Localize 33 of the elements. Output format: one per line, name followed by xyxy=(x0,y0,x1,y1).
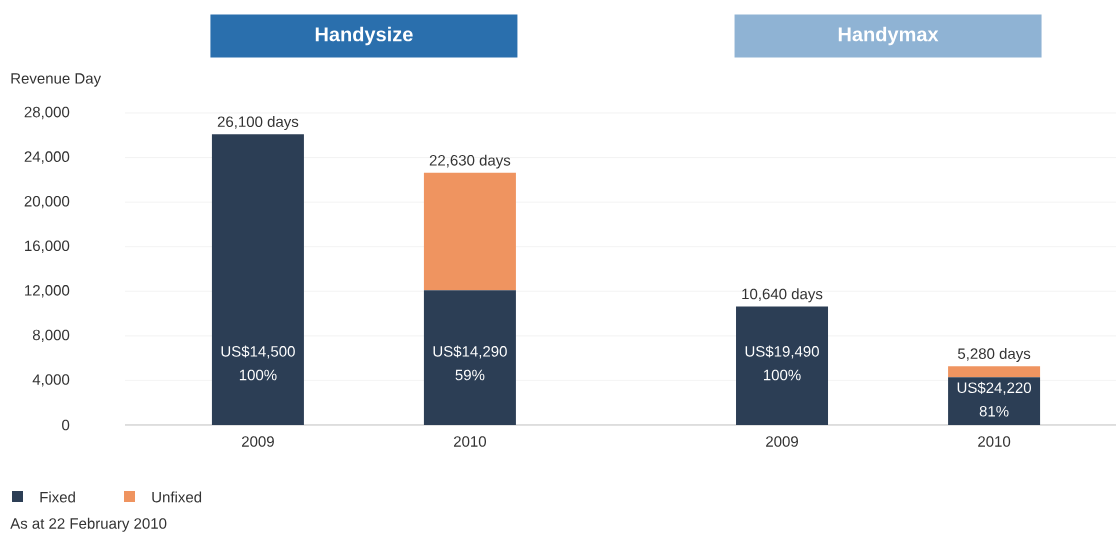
chart-title: Handymax xyxy=(838,26,939,46)
annotation: 100% xyxy=(763,369,801,381)
annotation: 81% xyxy=(979,405,1009,417)
annotation: US$24,220 xyxy=(957,381,1032,395)
x-tick-label: 2009 xyxy=(241,436,274,447)
y-tick-label: 0 xyxy=(62,419,70,431)
bar xyxy=(423,290,516,425)
annotation: US$14,500 xyxy=(221,345,295,359)
annotation: US$19,490 xyxy=(745,345,819,359)
bar xyxy=(423,172,516,291)
y-tick-label: 12,000 xyxy=(25,285,70,298)
y-axis-title: Revenue Day xyxy=(11,73,102,87)
chart-title: Handysize xyxy=(315,26,413,46)
x-tick-label: 2009 xyxy=(766,436,798,447)
legend-label: Unfixed xyxy=(152,491,202,503)
total-label: 26,100 days xyxy=(217,115,299,130)
total-label: 22,630 days xyxy=(429,154,511,169)
total-label: 5,280 days xyxy=(957,347,1031,362)
y-tick-label: 16,000 xyxy=(25,240,70,253)
y-tick-label: 28,000 xyxy=(24,106,70,120)
x-tick-label: 2010 xyxy=(453,436,487,447)
y-tick-label: 4,000 xyxy=(32,374,70,387)
y-tick-label: 20,000 xyxy=(24,195,70,209)
x-tick-label: 2010 xyxy=(978,436,1011,447)
y-tick-label: 8,000 xyxy=(32,329,70,343)
total-label: 10,640 days xyxy=(742,288,823,303)
y-tick-label: 24,000 xyxy=(24,151,70,164)
legend-label: Fixed xyxy=(40,491,75,503)
annotation: 59% xyxy=(455,369,485,381)
annotation: US$14,290 xyxy=(433,345,507,359)
annotation: 100% xyxy=(239,369,277,381)
bar xyxy=(211,134,304,425)
text: As at 22 February 2010 xyxy=(10,517,167,532)
